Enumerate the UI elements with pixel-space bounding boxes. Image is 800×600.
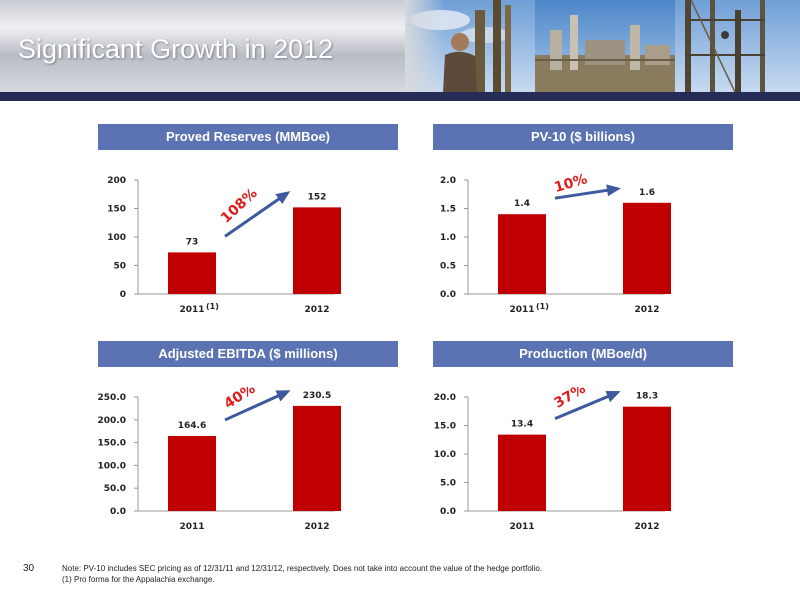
- x-tick-label: 2011: [509, 522, 534, 532]
- data-label: 1.6: [639, 188, 655, 198]
- bar-2011: [498, 434, 546, 511]
- oilfield-photo-collage: [405, 0, 800, 92]
- y-tick-label: 100.0: [98, 461, 126, 471]
- slide-number: 30: [23, 563, 35, 574]
- chart-title-production: Production (MBoe/d): [433, 341, 733, 367]
- data-label: 73: [186, 237, 199, 247]
- bar-2012: [623, 202, 671, 294]
- bar-2011: [168, 252, 216, 294]
- y-tick-label: 2.0: [440, 176, 456, 186]
- bar-2011: [498, 214, 546, 294]
- footnote-line: (1) Pro forma for the Appalachia exchang…: [62, 575, 215, 584]
- bar-2012: [623, 406, 671, 511]
- y-tick-label: 1.0: [440, 233, 456, 243]
- data-label: 230.5: [303, 391, 331, 401]
- y-tick-label: 0.0: [110, 507, 126, 517]
- x-tick-label: 2012: [634, 305, 659, 315]
- growth-arrow: [224, 192, 288, 238]
- slide-header: Significant Growth in 2012: [0, 0, 800, 92]
- bar-2012: [293, 207, 341, 294]
- x-tick-label: 2011: [179, 522, 204, 532]
- growth-arrowhead: [606, 184, 621, 197]
- y-tick-label: 200.0: [98, 416, 126, 426]
- y-tick-label: 250.0: [98, 393, 126, 403]
- y-tick-label: 0.5: [440, 262, 456, 272]
- x-tick-label: 2012: [634, 522, 659, 532]
- header-accent-bar: [0, 92, 800, 101]
- growth-arrowhead: [275, 191, 291, 204]
- y-tick-label: 100: [107, 233, 126, 243]
- y-tick-label: 0.0: [440, 507, 456, 517]
- footnote-marker: (1): [206, 302, 219, 311]
- y-tick-label: 15.0: [434, 422, 456, 432]
- y-tick-label: 150: [107, 205, 126, 215]
- chart-title-pv10: PV-10 ($ billions): [433, 124, 733, 150]
- y-tick-label: 1.5: [440, 205, 456, 215]
- y-tick-label: 20.0: [434, 393, 456, 403]
- growth-arrow: [224, 390, 288, 422]
- y-tick-label: 150.0: [98, 439, 126, 449]
- x-tick-label: 2012: [304, 305, 329, 315]
- y-tick-label: 50.0: [104, 484, 126, 494]
- bar-2012: [293, 405, 341, 511]
- footnote-marker: (1): [536, 302, 549, 311]
- footnote-line: Note: PV-10 includes SEC pricing as of 1…: [62, 564, 543, 573]
- growth-percentage: 108%: [218, 185, 261, 226]
- y-tick-label: 50: [113, 262, 126, 272]
- footnote: Note: PV-10 includes SEC pricing as of 1…: [62, 563, 542, 585]
- growth-arrow: [554, 391, 618, 421]
- y-tick-label: 0.0: [440, 290, 456, 300]
- adjusted-ebitda-chart: 0.0 50.0 100.0 150.0 200.0 250.0 164.6 2011 230.…: [98, 387, 341, 532]
- slide-title: Significant Growth in 2012: [18, 34, 334, 64]
- y-tick-label: 5.0: [440, 479, 456, 489]
- x-tick-label: 2011: [179, 305, 204, 315]
- growth-arrowhead: [605, 391, 621, 403]
- data-label: 18.3: [636, 392, 658, 402]
- x-tick-label: 2011: [509, 305, 534, 315]
- y-tick-label: 200: [107, 176, 126, 186]
- chart-title-proved-reserves: Proved Reserves (MMBoe): [98, 124, 398, 150]
- data-label: 164.6: [178, 421, 206, 431]
- bar-2011: [168, 435, 216, 511]
- x-tick-label: 2012: [304, 522, 329, 532]
- proved-reserves-chart: 0 50 100 150 200 73 2011 (1) 152 2012 108%: [107, 176, 341, 315]
- data-label: 1.4: [514, 199, 530, 209]
- data-label: 152: [308, 192, 327, 202]
- y-tick-label: 10.0: [434, 450, 456, 460]
- growth-arrow: [554, 187, 618, 200]
- growth-arrowhead: [275, 390, 291, 402]
- data-label: 13.4: [511, 420, 533, 430]
- y-tick-label: 0: [120, 290, 126, 300]
- chart-title-adjusted-ebitda: Adjusted EBITDA ($ millions): [98, 341, 398, 367]
